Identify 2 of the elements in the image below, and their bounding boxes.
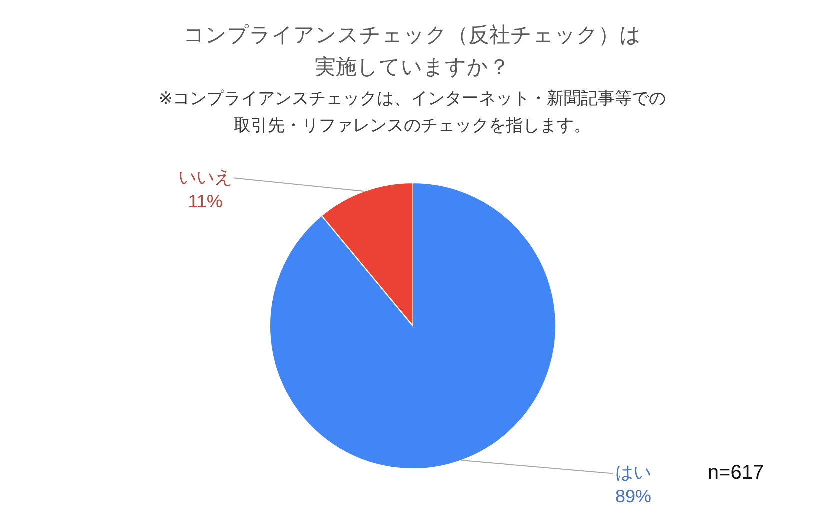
title: コンプライアンスチェック（反社チェック）は実施していますか？ [184,24,642,79]
subtitle: ※コンプライアンスチェックは、インターネット・新聞記事等での取引先・リファレンスのチェックを指します。 [158,89,666,135]
